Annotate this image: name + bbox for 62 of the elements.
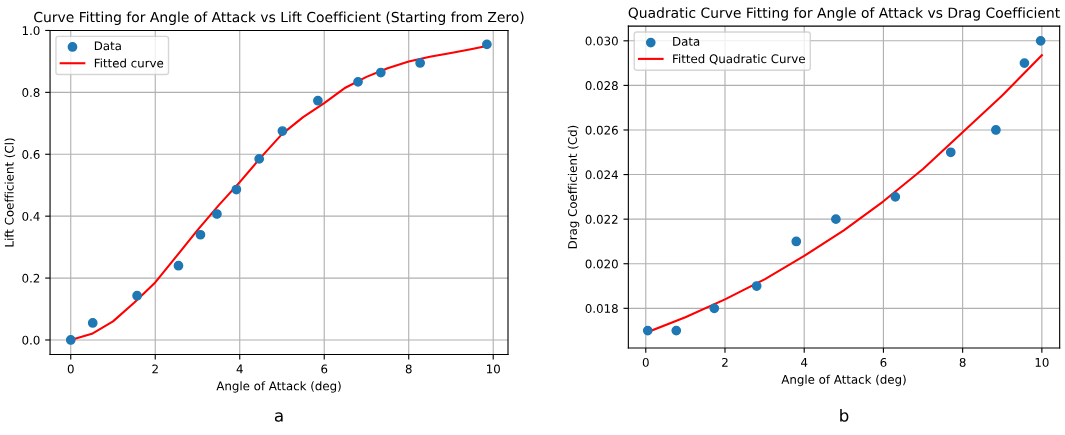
y-tick-label: 0.028: [585, 81, 618, 91]
x-tick-label: 6: [880, 357, 887, 367]
x-tick-label: 8: [405, 364, 412, 374]
x-tick-label: 6: [321, 364, 328, 374]
x-tick-label: 2: [722, 357, 728, 367]
y-tick-label: 0.4: [22, 211, 40, 221]
point: [415, 58, 425, 68]
y-tick-label: 0.020: [585, 259, 618, 269]
y-tick-label: 0.018: [585, 304, 618, 313]
point: [254, 154, 265, 164]
point: [231, 184, 242, 195]
y-tick-label: 0.030: [585, 36, 618, 46]
y-tick-label: 0.2: [22, 273, 40, 283]
x-axis-title: Angle of Attack (deg): [216, 381, 341, 393]
point: [375, 67, 386, 78]
x-tick-label: 10: [487, 364, 500, 374]
point: [132, 290, 142, 301]
legend-label: Data: [94, 41, 121, 51]
y-tick-label: 1.0: [22, 26, 40, 36]
point: [831, 214, 841, 225]
x-tick-label: 4: [801, 358, 808, 367]
x-tick-label: 10: [1035, 357, 1049, 367]
text: a: [274, 412, 283, 422]
point: [173, 260, 184, 271]
y-tick-label: 0.8: [22, 88, 40, 98]
x-tick-label: 8: [959, 357, 966, 367]
x-axis-title: Angle of Attack (deg): [781, 374, 906, 387]
y-tick-label: 0.0: [22, 335, 40, 345]
point: [1019, 58, 1030, 68]
y-tick-label: 0.026: [585, 125, 618, 135]
legend-label: Fitted Quadratic Curve: [673, 54, 805, 65]
point: [642, 325, 653, 336]
point: [212, 209, 222, 219]
point: [991, 125, 1001, 135]
text: b: [840, 408, 849, 422]
y-tick-label: 0.022: [585, 214, 618, 224]
y-axis-title: Drag Coefficient (Cd): [567, 125, 580, 249]
x-tick-label: 4: [236, 364, 243, 374]
legend-label: Data: [673, 37, 700, 46]
x-tick-label: 0: [642, 357, 649, 367]
y-tick-label: 0.024: [585, 170, 618, 180]
chart-title: Curve Fitting for Angle of Attack vs Lift Coefficient (Starting from Zero): [34, 11, 524, 26]
x-tick-label: 0: [67, 364, 74, 374]
point: [195, 229, 206, 240]
point: [791, 236, 802, 247]
point: [709, 303, 720, 314]
point: [353, 76, 363, 87]
legend-label: Fitted curve: [94, 58, 164, 68]
x-tick-label: 2: [152, 364, 158, 374]
point: [277, 126, 288, 136]
point: [945, 147, 956, 158]
y-tick-label: 0.6: [22, 149, 40, 159]
point: [751, 281, 762, 291]
point: [65, 335, 76, 345]
point: [87, 318, 98, 328]
point: [890, 191, 901, 202]
chart-title: Quadratic Curve Fitting for Angle of Attack vs Drag Coefficient: [628, 7, 1060, 21]
point: [313, 95, 323, 106]
point: [1035, 35, 1046, 46]
point: [482, 39, 492, 50]
y-axis-title: Lift Coefficient (Cl): [4, 138, 16, 247]
point: [671, 325, 682, 336]
